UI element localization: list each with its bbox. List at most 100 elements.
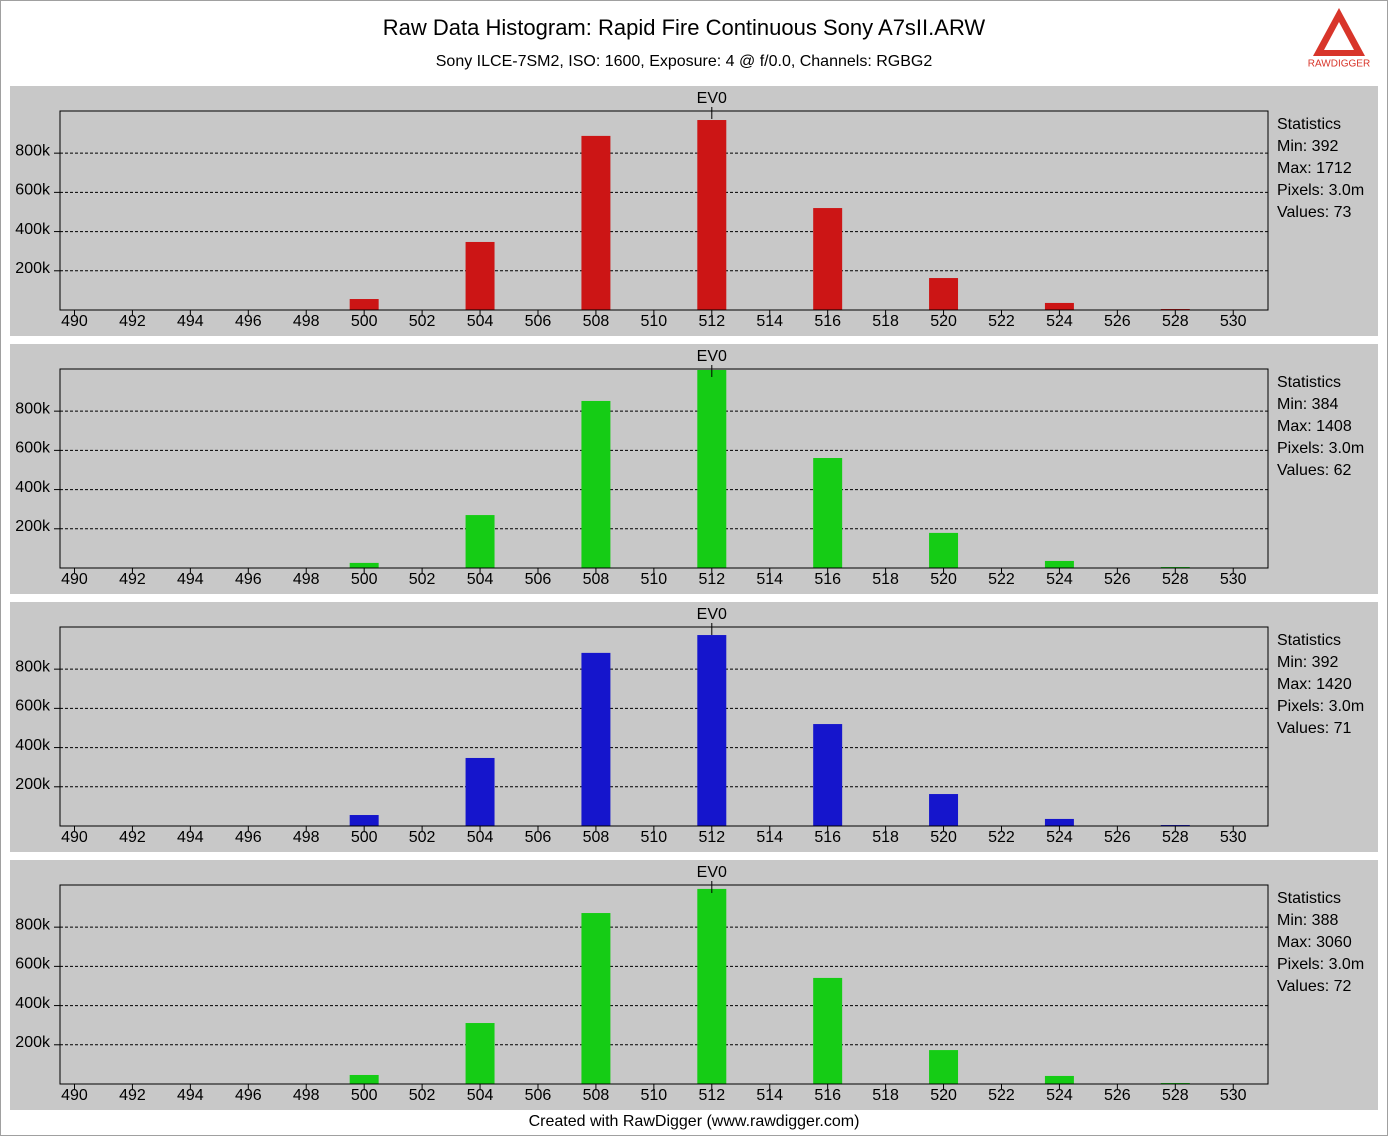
bar [697, 635, 727, 826]
x-tick-label: 496 [235, 829, 262, 846]
panel-background [10, 860, 1378, 1110]
statistics-line: Max: 1420 [1277, 676, 1352, 693]
x-tick-label: 498 [293, 829, 320, 846]
x-tick-label: 490 [61, 571, 88, 588]
x-tick-label: 504 [467, 829, 494, 846]
statistics-line: Values: 71 [1277, 720, 1352, 737]
y-tick-label: 600k [15, 698, 51, 715]
x-tick-label: 524 [1046, 1087, 1073, 1104]
plot-frame [59, 368, 1269, 569]
x-tick-label: 522 [988, 313, 1015, 330]
y-tick-label: 400k [15, 995, 51, 1012]
y-tick-label: 600k [15, 182, 51, 199]
x-tick-label: 508 [583, 1087, 610, 1104]
x-tick-label: 522 [988, 1087, 1015, 1104]
histogram-panel: 200k 400k 600k 800k 490 492 494 496 498 500 502 504… [10, 86, 1378, 336]
bar [697, 369, 727, 568]
statistics-line: Max: 3060 [1277, 934, 1352, 951]
x-tick-label: 512 [698, 1087, 725, 1104]
x-tick-label: 512 [698, 313, 725, 330]
bar [929, 532, 959, 568]
bar [1044, 818, 1074, 826]
x-tick-label: 518 [872, 829, 899, 846]
statistics-line: Pixels: 3.0m [1277, 698, 1364, 715]
x-tick-label: 514 [756, 1087, 783, 1104]
statistics-line: Max: 1408 [1277, 418, 1352, 435]
bar [697, 888, 727, 1084]
bar [581, 135, 611, 310]
x-tick-label: 510 [641, 829, 668, 846]
bar [465, 515, 495, 568]
panel-background [10, 86, 1378, 336]
x-tick-label: 528 [1162, 313, 1189, 330]
x-tick-label: 496 [235, 313, 262, 330]
x-tick-label: 494 [177, 829, 204, 846]
x-tick-label: 508 [583, 571, 610, 588]
bar [813, 724, 843, 826]
chart-subtitle: Sony ILCE-7SM2, ISO: 1600, Exposure: 4 @… [436, 53, 933, 70]
annotation-label: EV0 [697, 864, 727, 881]
plot-frame [59, 884, 1269, 1085]
x-tick-label: 528 [1162, 1087, 1189, 1104]
x-tick-label: 492 [119, 313, 146, 330]
statistics-line: Values: 73 [1277, 204, 1352, 221]
x-tick-label: 502 [409, 829, 436, 846]
histogram-panel: 200k 400k 600k 800k 490 492 494 496 498 500 502 504… [10, 344, 1378, 594]
x-tick-label: 504 [467, 313, 494, 330]
histogram-panel: 200k 400k 600k 800k 490 492 494 496 498 500 502 504… [10, 602, 1378, 852]
bar [1044, 302, 1074, 310]
annotation-label: EV0 [697, 348, 727, 365]
logo-mark-inner [1324, 22, 1354, 50]
bar [1044, 560, 1074, 568]
panel-background [10, 602, 1378, 852]
annotation-label: EV0 [697, 606, 727, 623]
bar [349, 1074, 379, 1084]
statistics-line: Statistics [1277, 632, 1341, 649]
x-tick-label: 500 [351, 313, 378, 330]
bar [349, 815, 379, 826]
x-tick-label: 514 [756, 571, 783, 588]
statistics-line: Values: 62 [1277, 462, 1352, 479]
x-tick-label: 490 [61, 1087, 88, 1104]
statistics-line: Statistics [1277, 374, 1341, 391]
y-tick-label: 600k [15, 956, 51, 973]
x-tick-label: 498 [293, 571, 320, 588]
x-tick-label: 524 [1046, 829, 1073, 846]
bar [581, 400, 611, 568]
bar [929, 1050, 959, 1084]
x-tick-label: 500 [351, 829, 378, 846]
statistics-line: Min: 384 [1277, 396, 1338, 413]
x-tick-label: 514 [756, 313, 783, 330]
statistics-line: Pixels: 3.0m [1277, 440, 1364, 457]
x-tick-label: 508 [583, 313, 610, 330]
plot-frame [59, 110, 1269, 311]
bar [349, 562, 379, 568]
x-tick-label: 524 [1046, 313, 1073, 330]
x-tick-label: 514 [756, 829, 783, 846]
x-tick-label: 506 [525, 571, 552, 588]
bar [581, 652, 611, 826]
footer: Created with RawDigger (www.rawdigger.co… [529, 1113, 860, 1130]
x-tick-label: 526 [1104, 571, 1131, 588]
x-tick-label: 494 [177, 313, 204, 330]
y-tick-label: 800k [15, 658, 51, 675]
x-tick-label: 530 [1220, 313, 1247, 330]
bar [697, 120, 727, 310]
statistics-line: Statistics [1277, 890, 1341, 907]
plot-frame [59, 626, 1269, 827]
x-tick-label: 530 [1220, 829, 1247, 846]
logo-text: RAWDIGGER [1308, 59, 1370, 70]
x-tick-label: 496 [235, 1087, 262, 1104]
x-tick-label: 516 [814, 1087, 841, 1104]
x-tick-label: 522 [988, 829, 1015, 846]
statistics-line: Min: 392 [1277, 138, 1338, 155]
bar [929, 794, 959, 826]
x-tick-label: 520 [930, 571, 957, 588]
x-tick-label: 506 [525, 829, 552, 846]
statistics-line: Max: 1712 [1277, 160, 1352, 177]
x-tick-label: 500 [351, 571, 378, 588]
chart-title: Raw Data Histogram: Rapid Fire Continuou… [383, 15, 986, 40]
x-tick-label: 522 [988, 571, 1015, 588]
y-tick-label: 600k [15, 440, 51, 457]
